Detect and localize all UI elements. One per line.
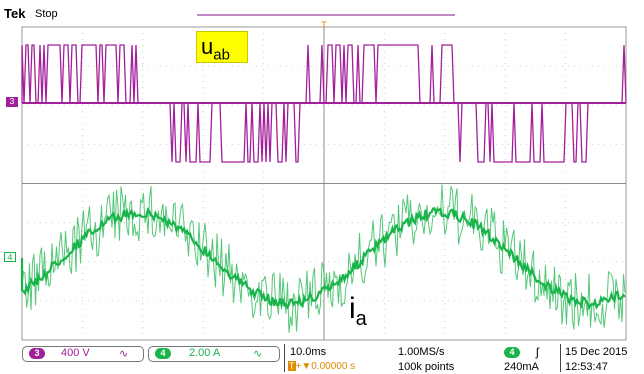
horizontal-position: T+▼0.00000 s — [288, 361, 356, 372]
trigger-t-icon: T — [288, 361, 296, 371]
ch3-ground-marker[interactable]: 3 — [6, 97, 18, 107]
trigger-level: 240mA — [504, 361, 539, 373]
trigger-source-badge: 4 — [504, 347, 520, 358]
ia-sub: a — [355, 308, 367, 330]
ch4-ground-marker[interactable]: 4 — [4, 252, 16, 263]
sample-rate: 1.00MS/s — [398, 346, 445, 358]
timebase-readout[interactable]: 10.0ms T+▼0.00000 s — [284, 344, 377, 372]
ch3-readout[interactable]: 3 400 V ∿ — [22, 346, 144, 362]
uab-main: u — [201, 34, 214, 59]
ia-main: i — [349, 292, 356, 325]
ch3-coupling-icon: ∿ — [119, 348, 129, 360]
ch4-current-trace — [20, 184, 626, 333]
ch4-ripple-path — [21, 184, 626, 333]
ch3-pwm-path — [21, 44, 627, 163]
ch4-scale: 2.00 A — [189, 347, 221, 359]
trigger-position-marker[interactable]: T — [320, 21, 327, 32]
status-bar: 3 400 V ∿ 4 2.00 A ∿ 10.0ms T+▼0.00000 s… — [0, 342, 644, 374]
brand-logo: Tek — [4, 6, 26, 21]
ch3-voltage-trace — [21, 44, 627, 163]
ia-annotation: ia — [349, 292, 367, 331]
datetime-readout: 15 Dec 2015 12:53:47 — [560, 344, 644, 373]
graticule — [21, 26, 627, 341]
ch4-badge: 4 — [155, 348, 171, 359]
acquisition-state: Stop — [35, 8, 58, 20]
record-length: 100k points — [398, 361, 455, 373]
ch3-badge: 3 — [29, 348, 45, 359]
date: 15 Dec 2015 — [565, 346, 628, 358]
uab-annotation: uab — [196, 31, 248, 63]
ch4-mean-path — [20, 206, 626, 310]
ch3-scale: 400 V — [61, 347, 90, 359]
trigger-readout[interactable]: 4 ʃ 240mA — [500, 344, 558, 373]
time-scale: 10.0ms — [290, 346, 327, 358]
trigger-slope-icon: ʃ — [536, 345, 539, 359]
uab-sub: ab — [213, 46, 230, 64]
time: 12:53:47 — [565, 361, 608, 373]
ch4-coupling-icon: ∿ — [253, 348, 263, 360]
acquisition-readout: 1.00MS/s 100k points — [388, 344, 498, 373]
ch4-readout[interactable]: 4 2.00 A ∿ — [148, 346, 280, 362]
